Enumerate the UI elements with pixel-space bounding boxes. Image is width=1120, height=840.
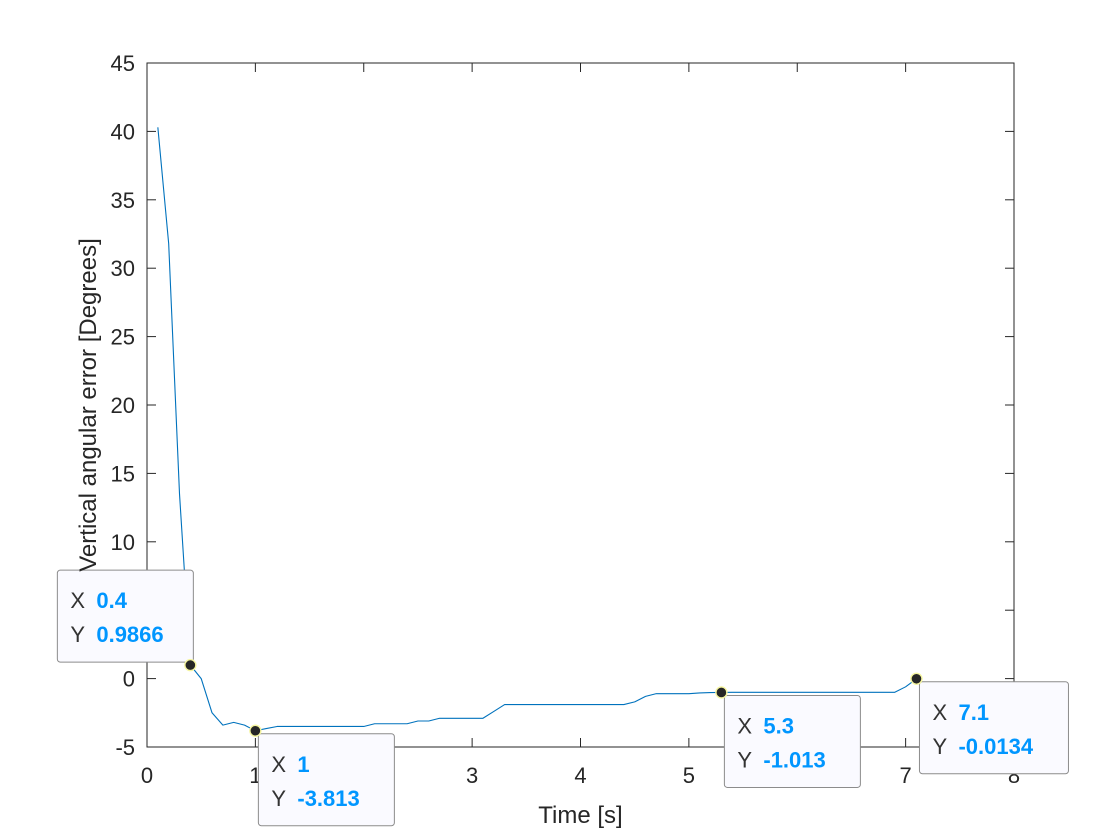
datatip-y-key: Y [70, 622, 85, 647]
datatip[interactable]: X 7.1 Y -0.0134 [910, 672, 1069, 775]
datatip-box [257, 733, 395, 827]
datatip-x-key: X [70, 588, 85, 613]
datatip-y-key: Y [932, 734, 947, 759]
datatip-marker[interactable] [715, 686, 728, 699]
y-tick-label: -5 [115, 735, 135, 760]
datatip-marker[interactable] [249, 724, 262, 737]
datatip-y-value: -0.0134 [958, 734, 1033, 759]
datatip-x-value: 5.3 [763, 713, 794, 738]
x-tick-label: 3 [466, 763, 478, 788]
y-tick-label: 45 [111, 51, 135, 76]
y-axis-label: Vertical angular error [Degrees] [75, 238, 102, 572]
datatip-y-value: -3.813 [297, 786, 359, 811]
datatip-box [918, 681, 1069, 775]
y-tick-label: 0 [123, 667, 135, 692]
datatip-y-key: Y [271, 786, 286, 811]
datatip-x-key: X [271, 752, 286, 777]
x-axis-label: Time [s] [538, 802, 622, 829]
datatip-x-value: 0.4 [96, 588, 127, 613]
y-tick-label: 15 [111, 461, 135, 486]
x-tick-label: 4 [574, 763, 586, 788]
axes-box [146, 62, 1015, 748]
datatip[interactable]: X 0.4 Y 0.9866 [56, 569, 197, 672]
datatip-x-key: X [737, 713, 752, 738]
datatip-box [723, 694, 861, 788]
x-tick-label: 7 [900, 763, 912, 788]
y-tick-label: 35 [111, 188, 135, 213]
datatip[interactable]: X 1Y -3.813 [249, 724, 395, 827]
y-tick-label: 20 [111, 393, 135, 418]
data-series [157, 127, 917, 732]
y-tick-label: 30 [111, 256, 135, 281]
datatip-marker[interactable] [184, 658, 197, 672]
datatip-box [56, 569, 194, 663]
x-tick-label: 5 [683, 763, 695, 788]
y-tick-label: 25 [111, 325, 135, 350]
datatip[interactable]: X 5.3 Y -1.013 [715, 686, 861, 788]
datatip-marker[interactable] [910, 672, 923, 685]
datatip-y-key: Y [737, 747, 752, 772]
series-line [157, 127, 917, 732]
x-tick-label: 0 [141, 763, 153, 788]
datatip-x-key: X [932, 700, 947, 725]
y-tick-label: 10 [111, 530, 135, 555]
datatip-x-value: 1 [297, 752, 309, 777]
plot-area [147, 63, 1014, 747]
datatip-y-value: 0.9866 [96, 622, 163, 647]
datatip-x-value: 7.1 [958, 700, 989, 725]
datatip-y-value: -1.013 [763, 747, 825, 772]
y-tick-label: 40 [111, 119, 135, 144]
